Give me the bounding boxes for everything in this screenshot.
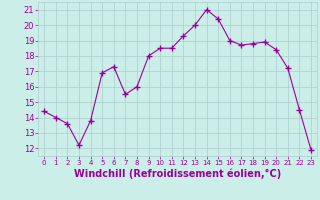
X-axis label: Windchill (Refroidissement éolien,°C): Windchill (Refroidissement éolien,°C) [74,169,281,179]
